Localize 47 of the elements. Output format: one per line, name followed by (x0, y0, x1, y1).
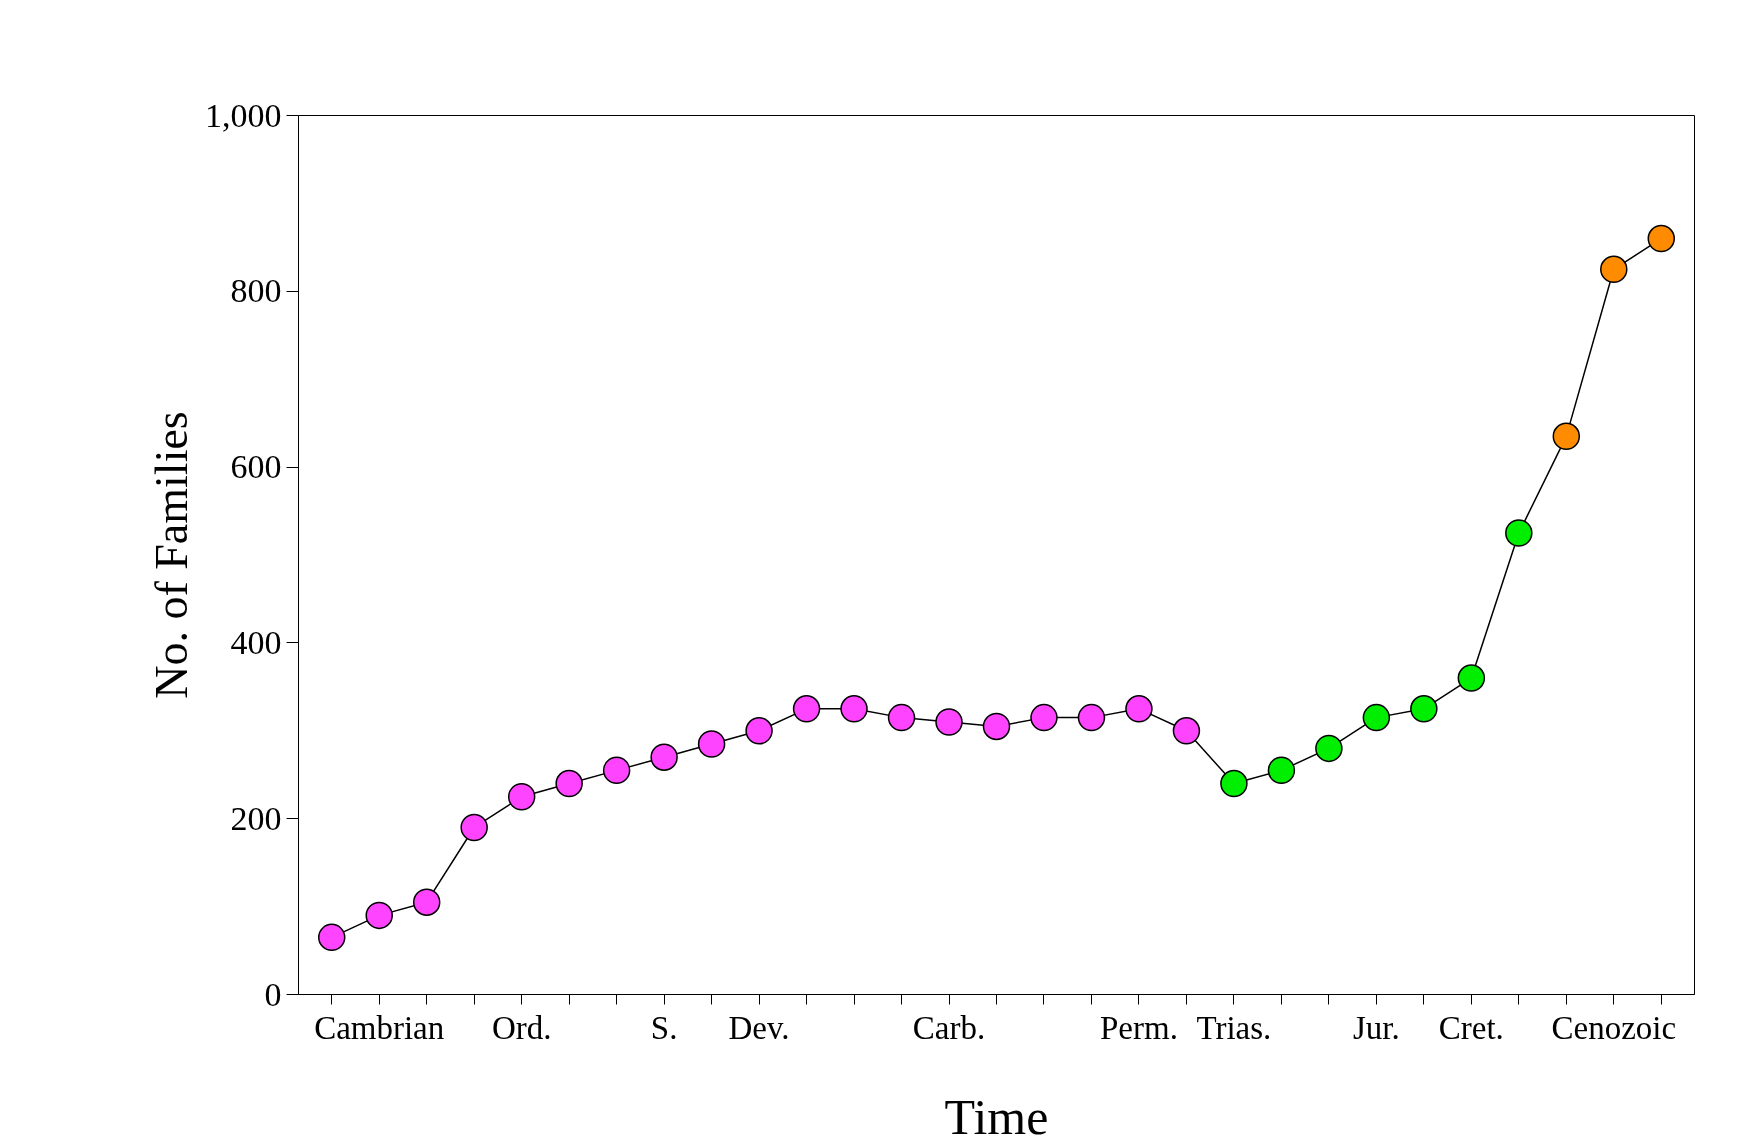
y-tick-label: 400 (230, 623, 282, 661)
point (1600, 255, 1628, 284)
point (1505, 519, 1533, 547)
y-tick-label: 600 (230, 448, 282, 486)
x-tick-label: Cret. (1438, 1009, 1504, 1046)
y-tick-label: 800 (230, 272, 282, 310)
point (745, 717, 773, 745)
x-tick-label: Dev. (728, 1009, 790, 1046)
y-axis-title: No. of Families (146, 411, 197, 699)
point (792, 695, 821, 723)
point (1030, 703, 1058, 732)
point (1220, 769, 1248, 798)
point (1172, 717, 1201, 745)
point (460, 813, 488, 842)
x-tick-label: Trias. (1196, 1009, 1272, 1046)
point (317, 923, 346, 952)
point (1647, 224, 1676, 253)
x-tick-label: S. (650, 1009, 678, 1046)
point (650, 743, 678, 771)
point (840, 695, 868, 723)
point (555, 769, 583, 798)
x-tick-label: Cambrian (314, 1009, 445, 1046)
y-tick-label: 0 (264, 975, 282, 1013)
point (1457, 664, 1486, 692)
point (887, 703, 916, 732)
point (982, 712, 1011, 741)
point (1552, 422, 1581, 451)
x-tick-label: Cenozoic (1551, 1009, 1677, 1046)
point (507, 783, 536, 811)
point (1410, 695, 1438, 723)
x-tick-label: Jur. (1352, 1009, 1400, 1046)
point (412, 888, 441, 916)
point (697, 730, 726, 758)
point (1077, 703, 1106, 732)
y-tick-label: 1,000 (205, 96, 282, 134)
point (1267, 756, 1296, 785)
x-tick-label: Carb. (912, 1009, 986, 1046)
x-axis-title: Time (944, 1088, 1049, 1145)
x-tick-label: Perm. (1100, 1009, 1178, 1046)
point (1125, 695, 1153, 723)
point (365, 901, 393, 930)
point (1315, 734, 1343, 763)
point (1362, 703, 1391, 732)
y-tick-label: 200 (230, 799, 282, 837)
x-tick-label: Ord. (491, 1009, 552, 1046)
point (935, 708, 963, 736)
point (602, 756, 631, 785)
